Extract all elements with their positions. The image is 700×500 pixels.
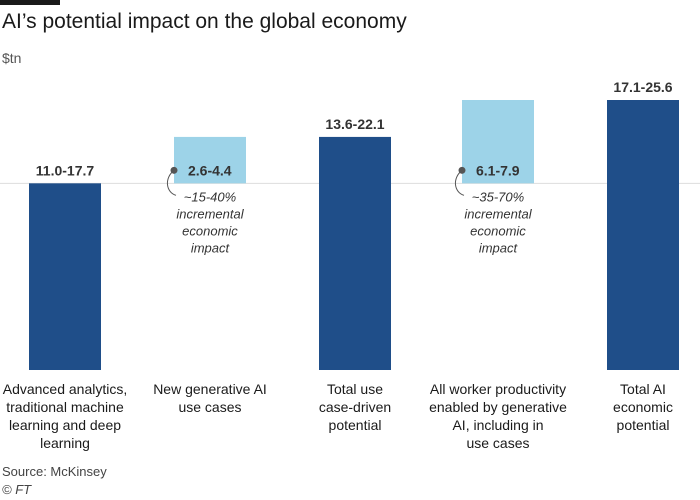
bar-0 [29, 183, 101, 370]
annotation-line: impact [479, 240, 519, 255]
category-label-4: Total AI economic potential [568, 380, 700, 434]
category-label-line: potential [616, 417, 670, 433]
unit-label: $tn [2, 50, 22, 66]
source-note: Source: McKinsey [2, 464, 107, 479]
annotation-text-0: ~15-40% incremental economic impact [176, 189, 244, 255]
annotation-line: impact [191, 240, 231, 255]
category-label-line: potential [328, 417, 382, 433]
value-label-3: 6.1-7.9 [476, 162, 520, 178]
category-label-line: All worker productivity [429, 381, 567, 397]
ft-top-bar [0, 0, 60, 5]
category-label-line: case-driven [318, 399, 392, 415]
category-label-line: AI, including in [452, 417, 544, 433]
bar-1 [174, 136, 246, 184]
annotation-line: ~15-40% [184, 189, 236, 204]
chart-title: AI’s potential impact on the global econ… [2, 10, 407, 33]
category-label-line: economic [613, 399, 673, 415]
category-label-line: learning and deep [8, 417, 122, 433]
annotation-line: economic [470, 223, 526, 238]
bar-2 [319, 136, 391, 370]
copyright-credit: © FT [2, 482, 32, 497]
category-label-line: New generative AI [153, 381, 267, 397]
annotation-dot-1 [458, 166, 466, 174]
category-label-line: enabled by generative [429, 399, 567, 415]
value-label-4: 17.1-25.6 [613, 79, 672, 95]
annotation-line: economic [182, 223, 238, 238]
value-label-1: 2.6-4.4 [188, 162, 232, 178]
annotation-line: incremental [464, 206, 532, 221]
value-label-0: 11.0-17.7 [36, 162, 95, 178]
bar-4 [607, 100, 679, 370]
category-label-line: Advanced analytics, [2, 381, 128, 397]
category-label-line: traditional machine [6, 399, 124, 415]
category-label-line: learning [40, 435, 90, 451]
category-label-line: use cases [178, 399, 242, 415]
annotation-line: incremental [176, 206, 244, 221]
bar-3 [462, 100, 534, 184]
category-label-line: Total use [326, 381, 384, 397]
category-label-line: Total AI [620, 381, 666, 397]
category-label-3: All worker productivity enabled by genera… [423, 380, 573, 452]
annotation-text-1: ~35-70% incremental economic impact [464, 189, 532, 255]
category-label-2: Total use case-driven potential [280, 380, 430, 434]
category-label-line: use cases [466, 435, 530, 451]
annotation-line: ~35-70% [472, 189, 524, 204]
annotation-dot-0 [170, 166, 178, 174]
value-label-2: 13.6-22.1 [325, 116, 384, 132]
category-label-1: New generative AI use cases [135, 380, 285, 416]
category-label-0: Advanced analytics, traditional machine le… [0, 380, 140, 452]
